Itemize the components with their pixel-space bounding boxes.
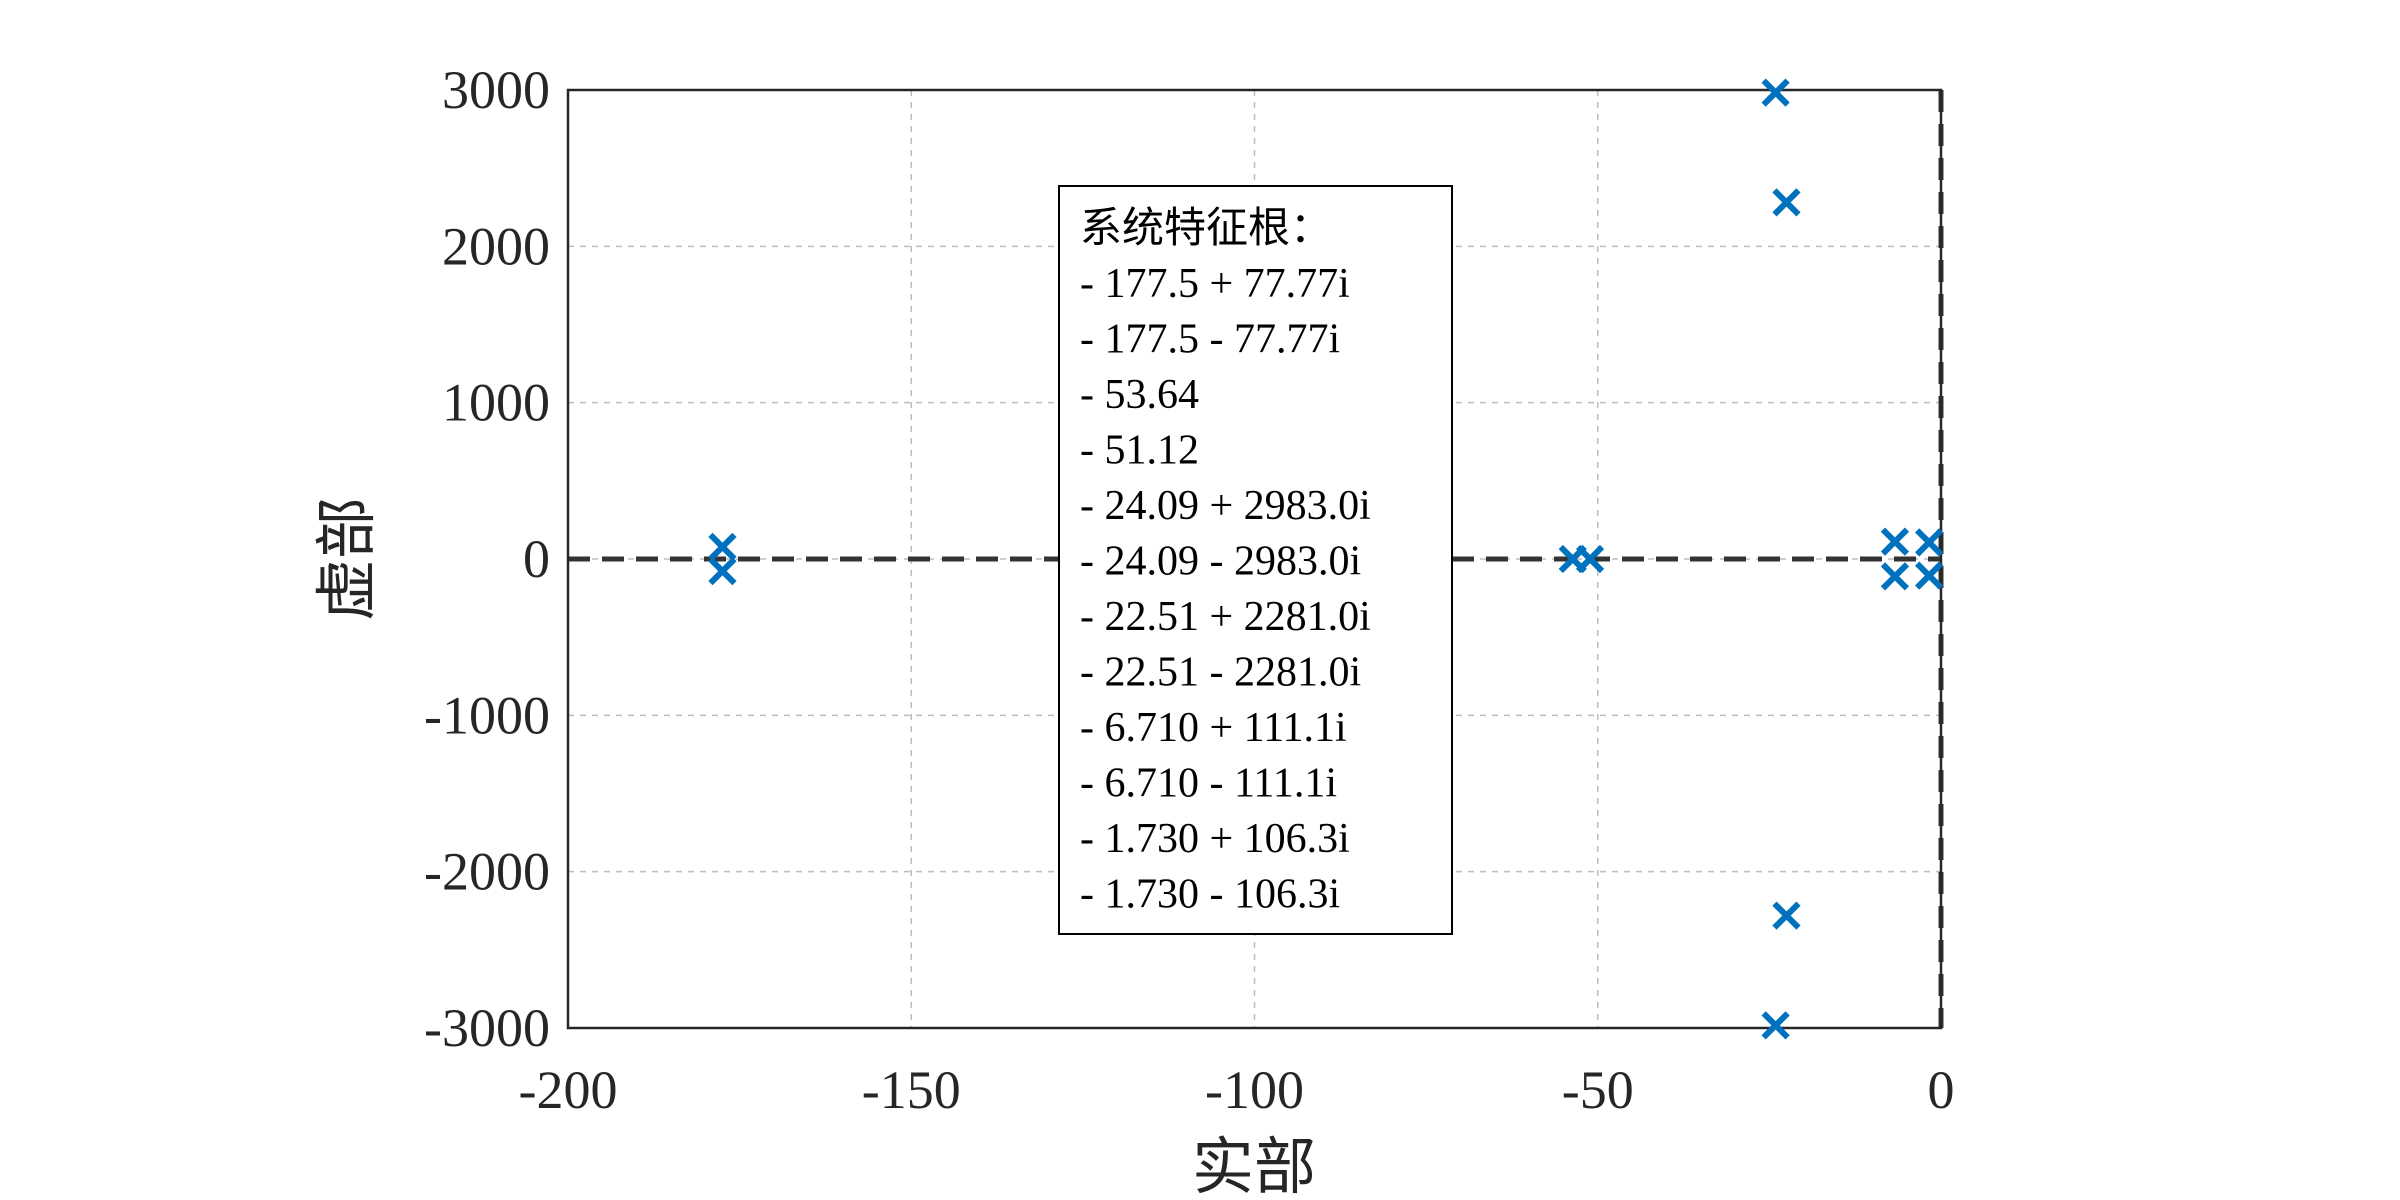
x-tick-label: -150 xyxy=(862,1060,961,1120)
data-point-marker xyxy=(710,559,734,583)
annotation-line: - 22.51 - 2281.0i xyxy=(1080,650,1361,696)
annotation-line: - 6.710 - 111.1i xyxy=(1080,761,1337,807)
y-tick-label: -1000 xyxy=(424,685,550,745)
annotation-line: - 24.09 + 2983.0i xyxy=(1080,483,1371,529)
annotation-line: - 1.730 + 106.3i xyxy=(1080,816,1350,862)
y-tick-label: 3000 xyxy=(442,60,550,120)
y-tick-labels: -3000 -2000 -1000 0 1000 2000 3000 xyxy=(424,60,550,1058)
annotation-line: - 177.5 + 77.77i xyxy=(1080,261,1350,307)
annotation-line: - 6.710 + 111.1i xyxy=(1080,705,1347,751)
annotation-line: - 22.51 + 2281.0i xyxy=(1080,594,1371,640)
annotation-line: - 1.730 - 106.3i xyxy=(1080,872,1340,918)
annotation-line: - 177.5 - 77.77i xyxy=(1080,317,1340,363)
data-point-marker xyxy=(1764,81,1788,105)
eigenvalue-annotation-box: 系统特征根： - 177.5 + 77.77i - 177.5 - 77.77i -… xyxy=(1059,186,1452,934)
y-tick-label: 2000 xyxy=(442,216,550,276)
x-tick-label: -100 xyxy=(1205,1060,1304,1120)
y-axis-label: 虚部 xyxy=(314,497,382,621)
data-point-marker xyxy=(1774,904,1798,928)
x-tick-label: 0 xyxy=(1928,1060,1955,1120)
x-tick-label: -200 xyxy=(519,1060,618,1120)
data-point-marker xyxy=(1774,190,1798,214)
data-point-marker xyxy=(1764,1013,1788,1037)
annotation-line: - 24.09 - 2983.0i xyxy=(1080,539,1361,585)
y-tick-label: 1000 xyxy=(442,373,550,433)
data-point-marker xyxy=(1883,564,1907,588)
annotation-line: - 53.64 xyxy=(1080,372,1199,418)
x-tick-labels: -200 -150 -100 -50 0 xyxy=(519,1060,1955,1120)
data-point-marker xyxy=(1917,564,1941,588)
annotation-title: 系统特征根： xyxy=(1080,206,1332,252)
y-tick-label: -3000 xyxy=(424,998,550,1058)
y-tick-label: -2000 xyxy=(424,842,550,902)
data-point-marker xyxy=(1917,530,1941,554)
data-point-marker xyxy=(1883,530,1907,554)
x-axis-label: 实部 xyxy=(1192,1134,1316,1200)
annotation-line: - 51.12 xyxy=(1080,428,1199,474)
data-point-marker xyxy=(710,535,734,559)
y-tick-label: 0 xyxy=(523,529,550,589)
x-tick-label: -50 xyxy=(1562,1060,1634,1120)
